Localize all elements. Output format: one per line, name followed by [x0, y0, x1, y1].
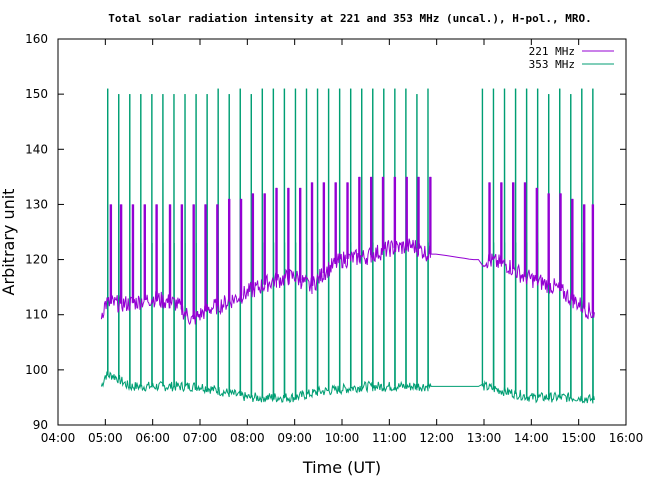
y-tick-label: 140 [25, 142, 48, 156]
legend-label: 221 MHz [529, 45, 575, 58]
y-tick-label: 110 [25, 308, 48, 322]
series-line-221mhz [100, 176, 595, 326]
y-axis-label: Arbitrary unit [0, 189, 18, 296]
y-tick-label: 130 [25, 197, 48, 211]
x-tick-label: 13:00 [467, 431, 502, 445]
x-tick-label: 14:00 [514, 431, 549, 445]
y-tick-label: 150 [25, 87, 48, 101]
y-tick-label: 90 [33, 418, 48, 432]
series-layer [100, 88, 595, 404]
y-tick-label: 120 [25, 253, 48, 267]
y-tick-label: 160 [25, 32, 48, 46]
x-axis-label: Time (UT) [302, 458, 381, 477]
chart-title: Total solar radiation intensity at 221 a… [108, 12, 591, 25]
plot-frame [57, 38, 627, 426]
series-line-353mhz [100, 88, 595, 404]
series-221mhz [100, 176, 595, 326]
x-tick-label: 16:00 [609, 431, 644, 445]
x-tick-label: 11:00 [372, 431, 407, 445]
x-tick-label: 12:00 [419, 431, 454, 445]
x-tick-label: 09:00 [277, 431, 312, 445]
x-tick-label: 07:00 [183, 431, 218, 445]
x-tick-label: 15:00 [561, 431, 596, 445]
x-tick-label: 06:00 [135, 431, 170, 445]
legend-label: 353 MHz [529, 58, 575, 71]
x-tick-label: 04:00 [41, 431, 76, 445]
x-tick-label: 05:00 [88, 431, 123, 445]
x-tick-label: 10:00 [325, 431, 360, 445]
x-tick-label: 08:00 [230, 431, 265, 445]
y-tick-label: 100 [25, 363, 48, 377]
axis-ticks: 04:00 05:00 06:00 07:00 08:00 09:00 10:00 11:00… [25, 32, 643, 445]
